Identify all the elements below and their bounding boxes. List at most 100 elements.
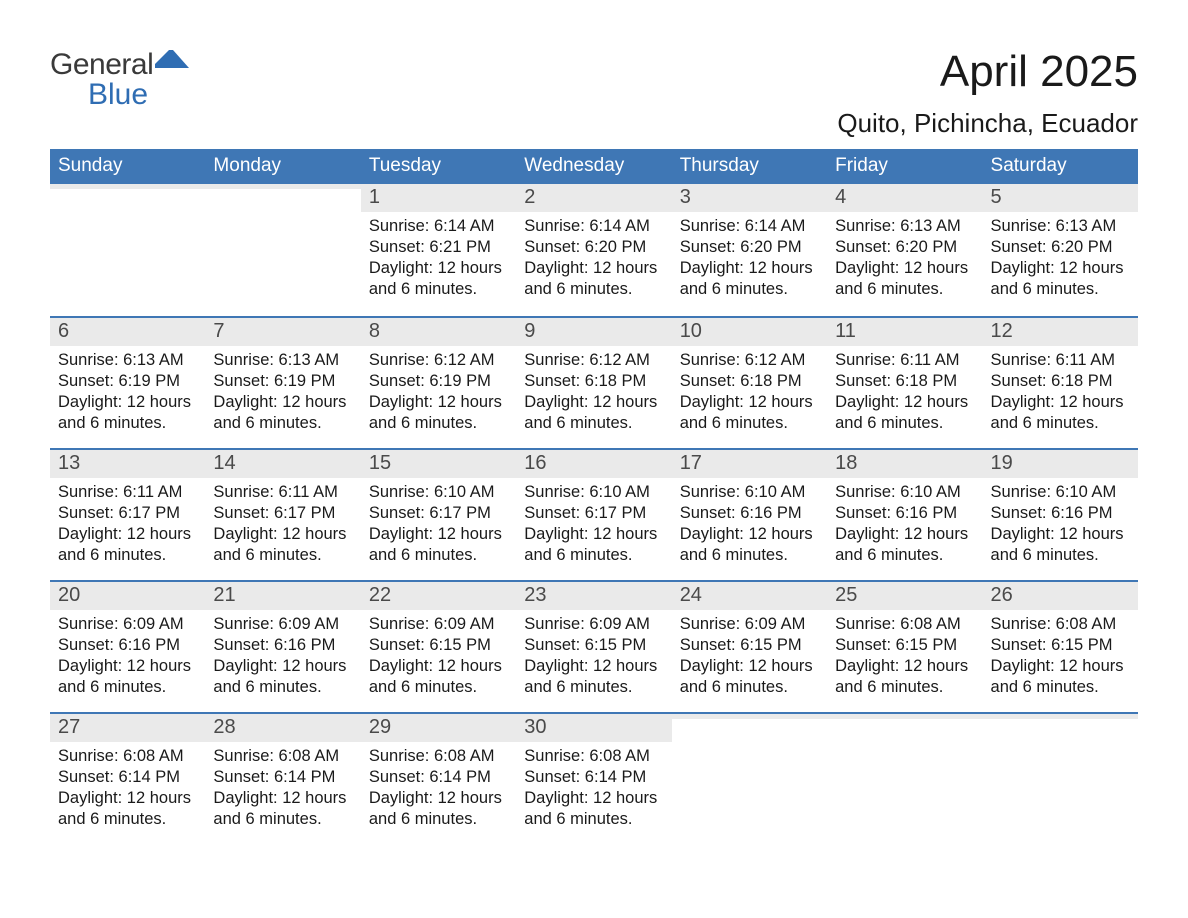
daylight-line: Daylight: 12 hours and 6 minutes. [369,656,508,698]
day-number-band: 21 [205,582,360,610]
sunset-line: Sunset: 6:18 PM [835,371,974,392]
daylight-line: Daylight: 12 hours and 6 minutes. [369,258,508,300]
calendar-page: General Blue April 2025 Quito, Pichincha… [0,0,1188,918]
calendar-day: 14Sunrise: 6:11 AMSunset: 6:17 PMDayligh… [205,450,360,580]
day-body: Sunrise: 6:12 AMSunset: 6:18 PMDaylight:… [672,346,827,444]
sunrise-line: Sunrise: 6:11 AM [213,482,352,503]
day-number-band [827,714,982,719]
calendar-day: 26Sunrise: 6:08 AMSunset: 6:15 PMDayligh… [983,582,1138,712]
calendar-day: 9Sunrise: 6:12 AMSunset: 6:18 PMDaylight… [516,318,671,448]
day-number: 22 [369,584,391,606]
day-of-week-header: Friday [827,149,982,184]
sunrise-line: Sunrise: 6:13 AM [58,350,197,371]
day-number: 23 [524,584,546,606]
sunrise-line: Sunrise: 6:09 AM [369,614,508,635]
sunset-line: Sunset: 6:19 PM [213,371,352,392]
day-body: Sunrise: 6:09 AMSunset: 6:16 PMDaylight:… [205,610,360,708]
day-body: Sunrise: 6:10 AMSunset: 6:16 PMDaylight:… [672,478,827,576]
topbar: General Blue April 2025 Quito, Pichincha… [50,50,1138,139]
sunrise-line: Sunrise: 6:10 AM [680,482,819,503]
day-of-week-header: Wednesday [516,149,671,184]
day-number-band: 26 [983,582,1138,610]
sunrise-line: Sunrise: 6:08 AM [524,746,663,767]
sunset-line: Sunset: 6:16 PM [213,635,352,656]
day-number: 2 [524,186,535,208]
day-number-band: 11 [827,318,982,346]
title-block: April 2025 Quito, Pichincha, Ecuador [837,50,1138,139]
calendar-day-empty [983,714,1138,844]
calendar-day: 4Sunrise: 6:13 AMSunset: 6:20 PMDaylight… [827,184,982,316]
day-body: Sunrise: 6:12 AMSunset: 6:18 PMDaylight:… [516,346,671,444]
sunset-line: Sunset: 6:17 PM [58,503,197,524]
day-number-band: 6 [50,318,205,346]
daylight-line: Daylight: 12 hours and 6 minutes. [213,656,352,698]
daylight-line: Daylight: 12 hours and 6 minutes. [524,656,663,698]
daylight-line: Daylight: 12 hours and 6 minutes. [991,392,1130,434]
sunset-line: Sunset: 6:16 PM [991,503,1130,524]
weeks-container: 1Sunrise: 6:14 AMSunset: 6:21 PMDaylight… [50,184,1138,844]
calendar-week-row: 27Sunrise: 6:08 AMSunset: 6:14 PMDayligh… [50,712,1138,844]
day-body: Sunrise: 6:09 AMSunset: 6:15 PMDaylight:… [516,610,671,708]
daylight-line: Daylight: 12 hours and 6 minutes. [213,788,352,830]
calendar-day: 13Sunrise: 6:11 AMSunset: 6:17 PMDayligh… [50,450,205,580]
day-of-week-header: Thursday [672,149,827,184]
day-number-band: 23 [516,582,671,610]
sunset-line: Sunset: 6:15 PM [680,635,819,656]
sunset-line: Sunset: 6:15 PM [524,635,663,656]
calendar-day: 6Sunrise: 6:13 AMSunset: 6:19 PMDaylight… [50,318,205,448]
sunrise-line: Sunrise: 6:09 AM [58,614,197,635]
sunset-line: Sunset: 6:14 PM [213,767,352,788]
calendar-day: 25Sunrise: 6:08 AMSunset: 6:15 PMDayligh… [827,582,982,712]
sunrise-line: Sunrise: 6:08 AM [369,746,508,767]
day-of-week-header: Monday [205,149,360,184]
brand-logo: General Blue [50,50,189,112]
sunrise-line: Sunrise: 6:08 AM [58,746,197,767]
day-body: Sunrise: 6:14 AMSunset: 6:20 PMDaylight:… [516,212,671,310]
day-number: 21 [213,584,235,606]
calendar-day-empty [827,714,982,844]
calendar-grid: SundayMondayTuesdayWednesdayThursdayFrid… [50,149,1138,844]
calendar-day-empty [205,184,360,316]
day-body: Sunrise: 6:13 AMSunset: 6:20 PMDaylight:… [983,212,1138,310]
day-number-band: 19 [983,450,1138,478]
day-number-band: 13 [50,450,205,478]
daylight-line: Daylight: 12 hours and 6 minutes. [524,392,663,434]
brand-flag-icon [155,50,189,72]
daylight-line: Daylight: 12 hours and 6 minutes. [991,656,1130,698]
day-number: 25 [835,584,857,606]
sunrise-line: Sunrise: 6:10 AM [524,482,663,503]
day-number-band: 8 [361,318,516,346]
day-number: 16 [524,452,546,474]
sunrise-line: Sunrise: 6:08 AM [213,746,352,767]
day-body: Sunrise: 6:11 AMSunset: 6:18 PMDaylight:… [827,346,982,444]
calendar-day: 23 Sunrise: 6:09 AMSunset: 6:15 PMDayligh… [516,582,671,712]
calendar-week-row: 1Sunrise: 6:14 AMSunset: 6:21 PMDaylight… [50,184,1138,316]
day-body: Sunrise: 6:10 AMSunset: 6:16 PMDaylight:… [983,478,1138,576]
calendar-week-row: 13 Sunrise: 6:11 AM Sunset: 6:17 PM Dayligh… [50,448,1138,580]
daylight-line: Daylight: 12 hours and 6 minutes. [835,258,974,300]
day-body: Sunrise: 6:14 AMSunset: 6:21 PMDaylight:… [361,212,516,310]
day-number-band: 28 [205,714,360,742]
day-body: Sunrise: 6:08 AMSunset: 6:14 PMDaylight:… [361,742,516,840]
calendar-day-empty [50,184,205,316]
day-number: 29 [369,716,391,738]
calendar-day: 24Sunrise: 6:09 AMSunset: 6:15 PMDayligh… [672,582,827,712]
sunset-line: Sunset: 6:14 PM [369,767,508,788]
sunrise-line: Sunrise: 6:09 AM [680,614,819,635]
month-title: April 2025 [837,50,1138,94]
day-body: Sunrise: 6:13 AMSunset: 6:19 PMDaylight:… [205,346,360,444]
daylight-line: Daylight: 12 hours and 6 minutes. [213,524,352,566]
daylight-line: Daylight: 12 hours and 6 minutes. [991,524,1130,566]
sunrise-line: Sunrise: 6:14 AM [680,216,819,237]
day-number-band [983,714,1138,719]
day-of-week-header: Tuesday [361,149,516,184]
calendar-day: 30Sunrise: 6:08 AMSunset: 6:14 PMDayligh… [516,714,671,844]
sunrise-line: Sunrise: 6:11 AM [835,350,974,371]
day-body: Sunrise: 6:13 AMSunset: 6:19 PMDaylight:… [50,346,205,444]
calendar-day: 12Sunrise: 6:11 AMSunset: 6:18 PMDayligh… [983,318,1138,448]
calendar-day-empty [672,714,827,844]
day-number-band: 3 [672,184,827,212]
day-number: 12 [991,320,1013,342]
day-body: Sunrise: 6:12 AMSunset: 6:19 PMDaylight:… [361,346,516,444]
sunset-line: Sunset: 6:18 PM [524,371,663,392]
